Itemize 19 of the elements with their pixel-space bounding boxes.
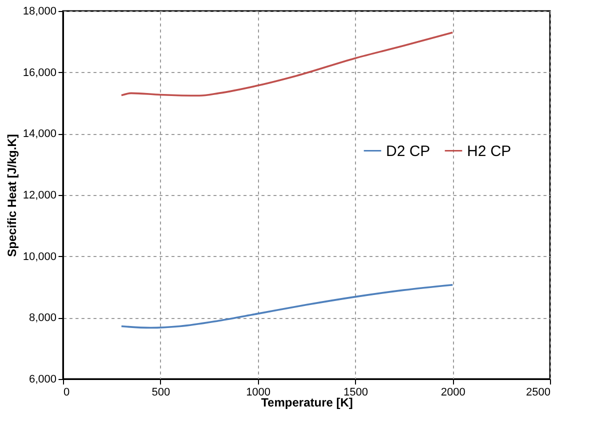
legend-label: D2 CP bbox=[386, 142, 430, 160]
y-axis-title: Specific Heat [J/kg.K] bbox=[4, 134, 19, 257]
y-tick-label: 18,000 bbox=[22, 6, 56, 18]
x-tick-label: 2500 bbox=[526, 386, 550, 398]
y-tick-label: 12,000 bbox=[22, 190, 56, 202]
x-tick-label: 2000 bbox=[440, 386, 466, 398]
x-tick-label: 500 bbox=[152, 386, 170, 398]
line-series bbox=[120, 284, 454, 329]
x-tick-label: 0 bbox=[64, 386, 70, 398]
line-series bbox=[120, 32, 454, 97]
x-tick-label: 1000 bbox=[246, 386, 271, 398]
x-axis-title: Temperature [K] bbox=[261, 396, 353, 410]
x-tick-label: 1500 bbox=[343, 386, 368, 398]
y-tick-label: 8,000 bbox=[28, 312, 56, 324]
y-tick-label: 6,000 bbox=[28, 374, 56, 386]
legend-label: H2 CP bbox=[467, 142, 512, 160]
y-tick-label: 14,000 bbox=[22, 128, 56, 140]
y-tick-label: 16,000 bbox=[22, 66, 56, 79]
y-tick-label: 10,000 bbox=[22, 250, 56, 263]
